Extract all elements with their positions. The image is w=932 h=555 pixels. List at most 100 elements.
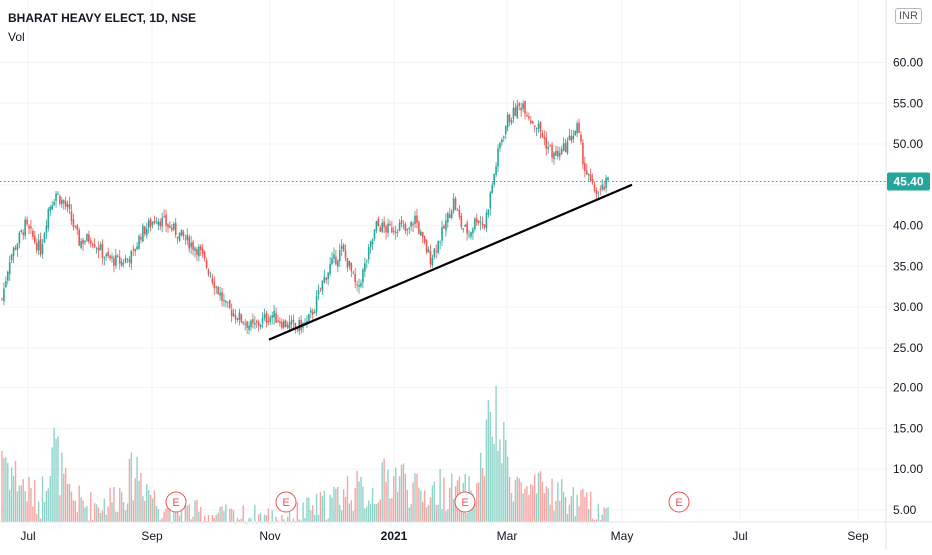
volume-bar	[385, 482, 387, 522]
volume-bar	[196, 499, 198, 522]
candle-body	[514, 107, 517, 116]
volume-bar	[265, 515, 268, 522]
candle-body	[392, 231, 395, 232]
volume-bar	[337, 486, 339, 522]
earnings-marker-icon[interactable]	[668, 491, 690, 513]
volume-bar	[599, 520, 601, 522]
volume-bar	[113, 487, 115, 522]
volume-bar	[474, 502, 476, 522]
volume-bar	[257, 514, 260, 522]
volume-legend-label[interactable]: Vol	[8, 30, 25, 44]
candle-body	[271, 315, 273, 318]
candle-body	[279, 321, 281, 324]
earnings-marker-icon[interactable]	[165, 491, 187, 513]
volume-bar	[508, 476, 511, 522]
candle-body	[385, 226, 387, 233]
volume-bar	[331, 497, 333, 522]
currency-badge[interactable]: INR	[895, 8, 922, 24]
volume-bar	[395, 467, 397, 522]
volume-bar	[155, 505, 158, 522]
candle-body	[149, 219, 152, 227]
volume-bar	[340, 510, 343, 522]
volume-bar	[313, 515, 316, 522]
candle-body	[238, 312, 241, 320]
volume-bar	[400, 465, 403, 522]
candle-body	[176, 236, 179, 239]
candle-body	[282, 320, 285, 328]
volume-bar	[321, 496, 324, 522]
volume-bar	[184, 505, 187, 522]
candle-body	[182, 231, 185, 237]
earnings-marker-icon[interactable]	[454, 491, 476, 513]
volume-bar	[232, 510, 235, 522]
candle-body	[91, 243, 94, 246]
volume-bar	[362, 486, 364, 522]
candle-body	[236, 318, 239, 321]
candle-body	[325, 278, 328, 280]
volume-bar	[229, 508, 231, 522]
volume-bar	[5, 457, 7, 522]
volume-bar	[254, 504, 256, 522]
volume-bar	[41, 476, 44, 522]
symbol-title[interactable]: BHARAT HEAVY ELECT, 1D, NSE	[8, 11, 197, 25]
candle-body	[313, 311, 316, 314]
volume-bar	[402, 463, 405, 522]
volume-bar	[383, 458, 385, 522]
candle-body	[423, 236, 426, 243]
trendline[interactable]	[268, 183, 633, 341]
candle-body	[169, 225, 171, 228]
candle-body	[22, 232, 25, 235]
candle-body	[188, 236, 191, 249]
volume-axis-tick: 10.00	[893, 462, 923, 476]
volume-bar	[387, 469, 389, 522]
volume-bar	[39, 518, 42, 522]
candle-body	[518, 103, 521, 106]
candle-body	[406, 228, 409, 231]
candle-body	[477, 220, 480, 223]
candle-body	[323, 276, 326, 283]
candle-body	[140, 237, 142, 240]
volume-bar	[586, 492, 588, 522]
volume-bar	[408, 507, 410, 522]
candle-body	[190, 242, 192, 248]
volume-bar	[369, 504, 372, 522]
earnings-marker-icon[interactable]	[275, 491, 297, 513]
last-price-badge[interactable]	[887, 172, 930, 191]
candle-body	[427, 249, 430, 253]
candle-body	[425, 240, 428, 253]
candle-body	[144, 226, 146, 235]
candle-body	[450, 211, 453, 219]
candle-body	[105, 254, 108, 257]
volume-bar	[259, 512, 262, 522]
candle-body	[483, 224, 486, 228]
candle-body	[533, 125, 536, 127]
time-axis-tick: Mar	[497, 529, 518, 543]
volume-bar	[9, 489, 11, 522]
candle-body	[371, 239, 374, 244]
candle-body	[495, 166, 497, 175]
volume-bar	[24, 491, 26, 522]
volume-bar	[325, 519, 327, 522]
volume-bar	[95, 504, 98, 522]
candle-body	[288, 322, 291, 329]
candle-body	[524, 100, 526, 114]
candle-body	[410, 221, 412, 227]
candle-body	[327, 272, 329, 280]
candle-body	[431, 257, 434, 266]
volume-bar	[178, 515, 181, 522]
candle-body	[367, 247, 370, 260]
candle-body	[489, 192, 492, 209]
candle-body	[572, 135, 575, 140]
candle-body	[331, 258, 333, 264]
volume-bar	[559, 500, 561, 522]
candle-body	[136, 246, 138, 250]
time-axis-tick: Nov	[259, 529, 280, 543]
candle-body	[308, 314, 310, 322]
volume-bar	[70, 491, 73, 522]
volume-bar	[277, 520, 279, 522]
volume-bar	[568, 504, 571, 522]
candle-body	[391, 227, 393, 233]
candle-body	[531, 120, 534, 124]
